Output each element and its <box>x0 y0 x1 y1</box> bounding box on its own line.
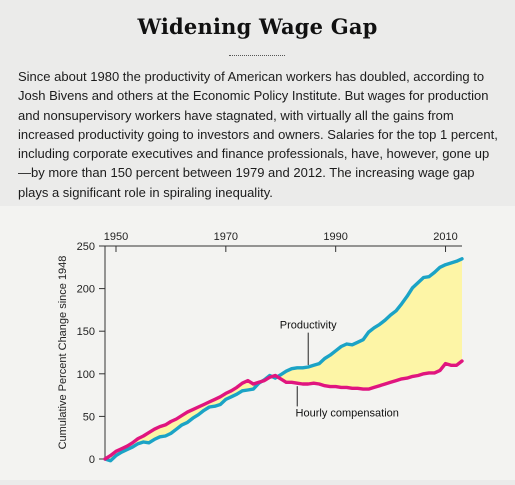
compensation-label: Hourly compensation <box>296 407 399 419</box>
series-lines <box>103 257 464 463</box>
y-tick-label: 200 <box>77 284 95 296</box>
x-tick-label: 2010 <box>433 231 457 243</box>
y-tick-label: 0 <box>89 454 95 466</box>
y-tick-label: 50 <box>83 411 95 423</box>
productivity-label: Productivity <box>280 320 337 332</box>
chart-panel: 1950 1970 1990 2010 0 50 100 150 200 250 Cumulat… <box>0 206 515 480</box>
x-tick-label: 1970 <box>214 231 238 243</box>
header: Widening Wage Gap Since about 1980 the p… <box>0 0 515 206</box>
x-tick-label: 1990 <box>323 231 347 243</box>
wage-gap-chart: 1950 1970 1990 2010 0 50 100 150 200 250 Cumulat… <box>57 231 464 466</box>
gap-area-layer <box>105 258 462 461</box>
x-ticks: 1950 1970 1990 2010 <box>104 231 458 252</box>
gap-area <box>105 258 462 461</box>
axes <box>104 245 462 459</box>
compensation-line <box>103 359 464 461</box>
intro-paragraph: Since about 1980 the productivity of Ame… <box>18 69 498 200</box>
y-tick-label: 100 <box>77 369 95 381</box>
productivity-line <box>103 257 464 463</box>
page-title: Widening Wage Gap <box>137 14 378 39</box>
y-ticks: 0 50 100 150 200 250 <box>77 241 105 466</box>
x-tick-label: 1950 <box>104 231 128 243</box>
title-divider <box>229 55 285 56</box>
y-tick-label: 150 <box>77 326 95 338</box>
y-tick-label: 250 <box>77 241 95 253</box>
y-axis-label: Cumulative Percent Change since 1948 <box>57 256 69 450</box>
